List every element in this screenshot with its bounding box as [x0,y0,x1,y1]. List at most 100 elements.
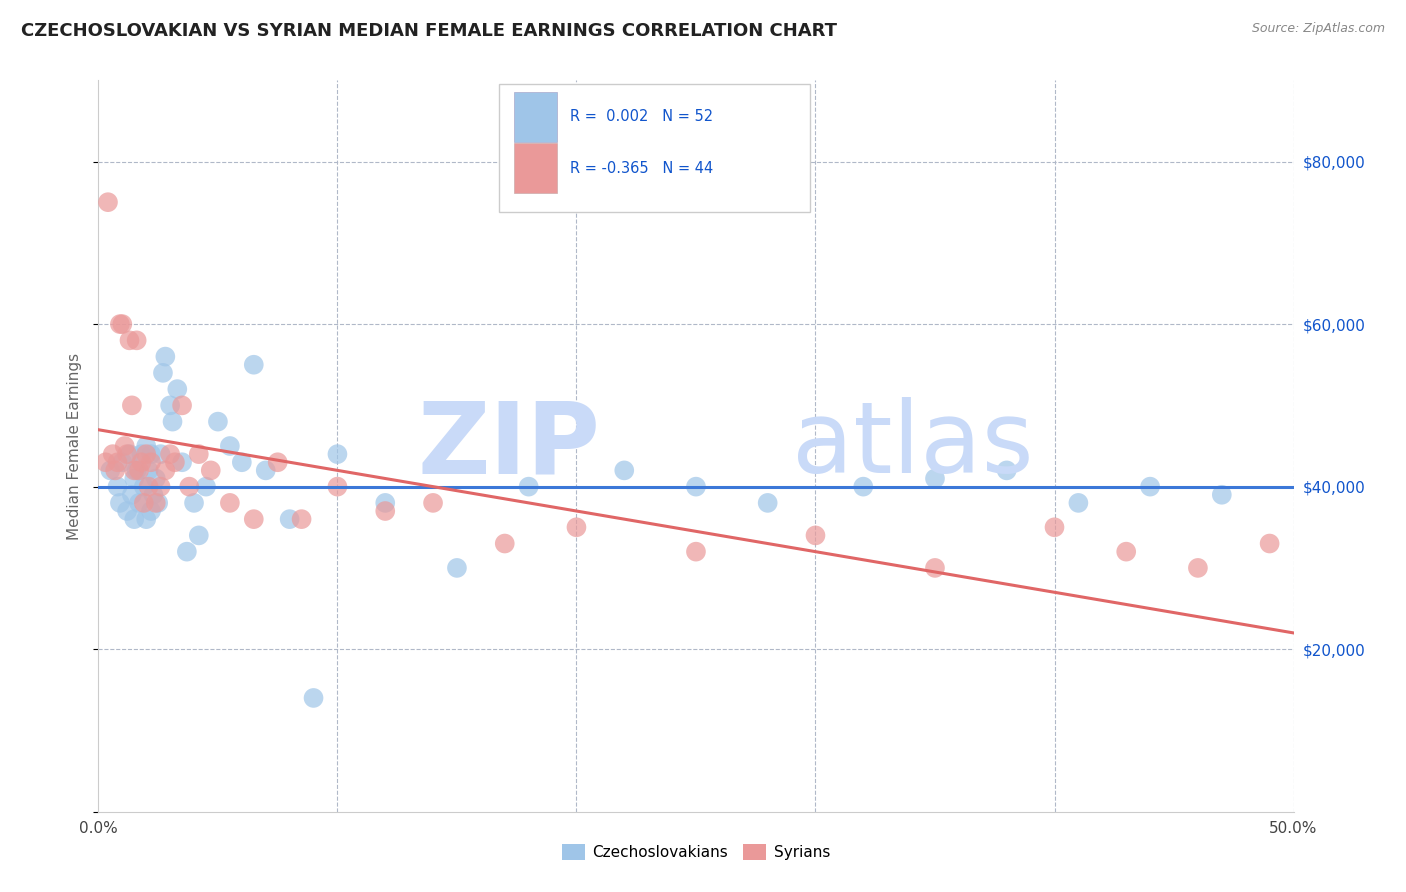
Point [924,561,946,575]
Point [172,398,194,412]
Point [107,455,129,469]
Text: R =  0.002   N = 52: R = 0.002 N = 52 [571,110,714,124]
FancyBboxPatch shape [515,92,557,142]
Point [155,350,177,364]
Point [374,496,396,510]
Point [254,463,277,477]
Point [139,504,162,518]
Point [374,504,396,518]
Point [162,415,184,429]
Point [124,471,146,485]
Point [278,512,301,526]
Point [138,480,160,494]
Point [132,480,155,494]
Point [114,439,136,453]
Point [101,447,124,461]
Point [1211,488,1233,502]
Point [172,455,194,469]
Point [267,455,290,469]
Point [118,447,141,461]
Point [494,536,516,550]
FancyBboxPatch shape [515,143,557,194]
Point [124,512,146,526]
Point [139,455,162,469]
Point [148,496,170,510]
Point [111,317,134,331]
Point [107,480,129,494]
Point [446,561,468,575]
FancyBboxPatch shape [499,84,810,212]
Point [149,447,172,461]
Point [135,439,157,453]
Point [139,447,162,461]
Point [94,455,117,469]
Point [124,463,146,477]
Point [145,496,167,510]
Point [1139,480,1161,494]
Point [97,195,120,210]
Point [326,480,349,494]
Text: ZIP: ZIP [418,398,600,494]
Point [302,690,325,705]
Point [98,463,122,477]
Point [125,463,148,477]
Point [924,471,946,485]
Point [207,415,229,429]
Text: CZECHOSLOVAKIAN VS SYRIAN MEDIAN FEMALE EARNINGS CORRELATION CHART: CZECHOSLOVAKIAN VS SYRIAN MEDIAN FEMALE … [21,22,837,40]
Point [159,447,181,461]
Point [1043,520,1066,534]
Point [149,480,172,494]
Point [128,496,150,510]
Point [131,455,153,469]
Point [200,463,222,477]
Point [128,463,150,477]
Point [135,447,157,461]
Point [1115,544,1137,558]
Y-axis label: Median Female Earnings: Median Female Earnings [67,352,83,540]
Point [108,317,131,331]
Point [326,447,349,461]
Point [104,463,127,477]
Point [756,496,779,510]
Text: R = -0.365   N = 44: R = -0.365 N = 44 [571,161,714,176]
Point [685,544,707,558]
Point [613,463,636,477]
Point [115,504,138,518]
Point [121,398,143,412]
Point [1258,536,1281,550]
Point [852,480,875,494]
Point [179,480,201,494]
Point [159,398,181,412]
Point [118,334,141,348]
Point [135,512,157,526]
Point [138,463,160,477]
Point [176,544,198,558]
Point [166,382,188,396]
Point [145,471,167,485]
Point [131,447,153,461]
Point [995,463,1018,477]
Point [1067,496,1090,510]
Point [565,520,588,534]
Point [219,439,242,453]
Point [111,455,134,469]
Point [231,455,253,469]
Point [125,334,148,348]
Point [219,496,242,510]
Point [187,447,209,461]
Point [155,463,177,477]
Point [121,488,143,502]
Point [422,496,444,510]
Point [115,447,138,461]
Point [108,496,131,510]
Point [804,528,827,542]
Point [152,366,174,380]
Point [517,480,540,494]
Point [195,480,218,494]
Text: Source: ZipAtlas.com: Source: ZipAtlas.com [1251,22,1385,36]
Point [187,528,209,542]
Point [243,358,266,372]
Text: atlas: atlas [792,398,1033,494]
Legend: Czechoslovakians, Syrians: Czechoslovakians, Syrians [555,838,837,866]
Point [291,512,314,526]
